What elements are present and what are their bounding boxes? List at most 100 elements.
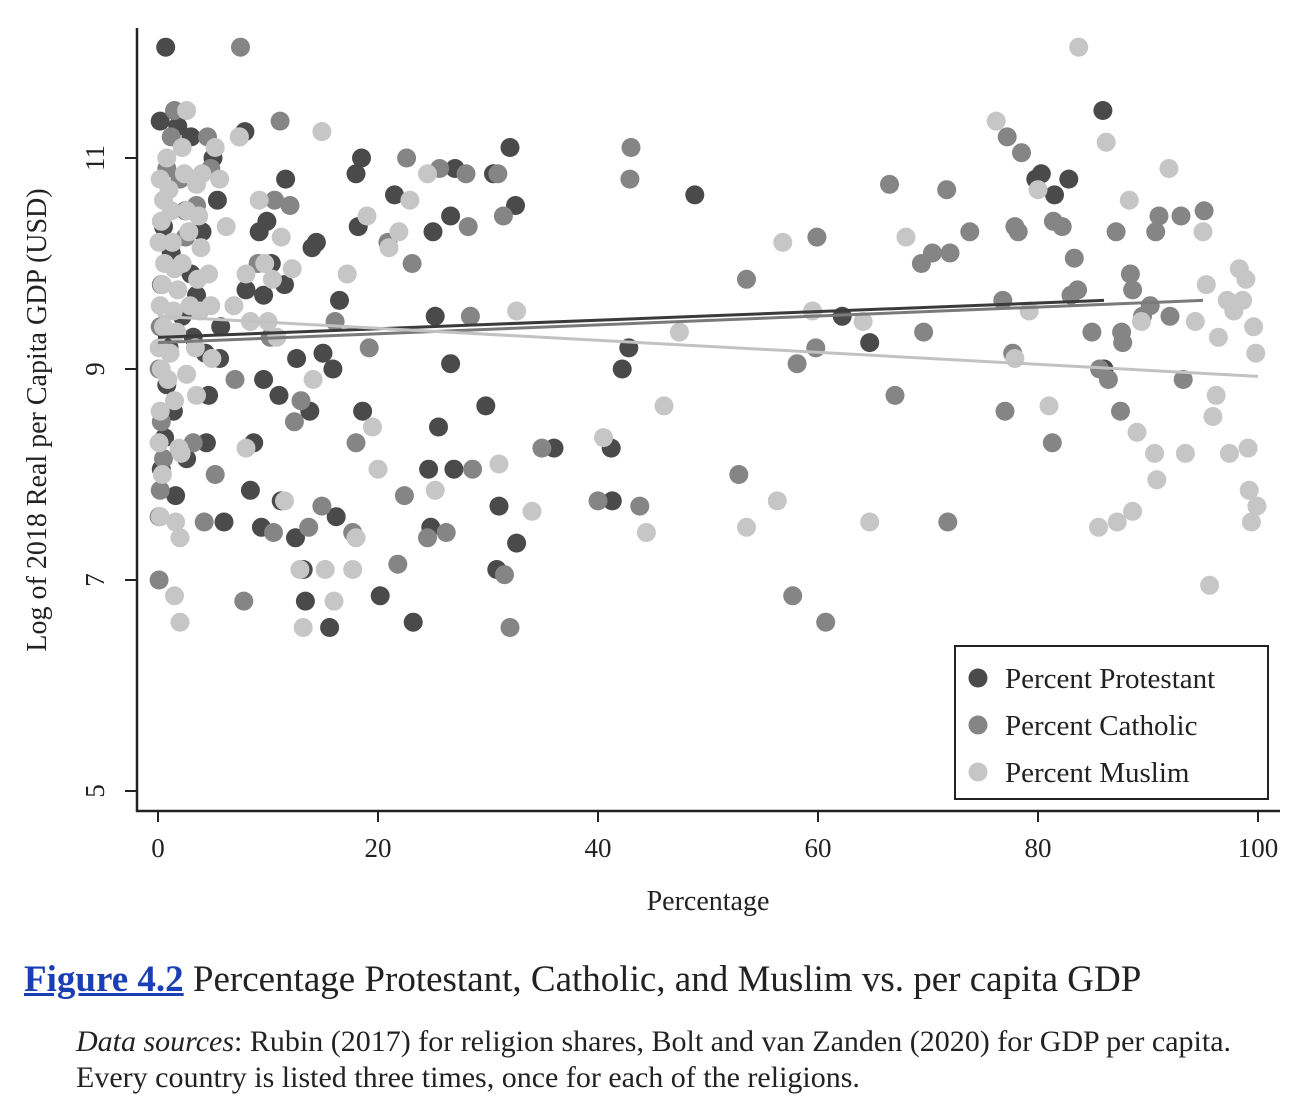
legend-marker-percent-protestant	[968, 668, 988, 688]
data-point-percent-catholic	[1012, 143, 1031, 163]
data-point-percent-muslim	[346, 528, 366, 548]
data-point-percent-protestant	[602, 491, 622, 511]
legend-marker-percent-catholic	[968, 715, 988, 735]
data-point-percent-protestant	[150, 111, 170, 131]
data-point-percent-catholic	[500, 618, 520, 637]
data-point-percent-muslim	[172, 254, 192, 273]
data-point-percent-muslim	[1147, 470, 1167, 490]
data-point-percent-muslim	[654, 396, 674, 416]
data-point-percent-muslim	[149, 232, 169, 252]
data-point-percent-muslim	[177, 101, 197, 120]
data-point-percent-protestant	[685, 185, 705, 205]
data-point-percent-muslim	[150, 507, 170, 527]
data-point-percent-catholic	[280, 196, 300, 215]
y-tick-label: 5	[80, 784, 110, 798]
data-point-percent-protestant	[326, 507, 346, 527]
data-point-percent-catholic	[456, 164, 476, 184]
data-point-percent-muslim	[767, 491, 787, 511]
data-point-percent-catholic	[729, 465, 749, 484]
data-point-percent-protestant	[352, 148, 371, 168]
data-point-percent-muslim	[1145, 443, 1165, 463]
data-point-percent-protestant	[236, 280, 256, 300]
data-point-percent-muslim	[179, 222, 199, 242]
data-point-percent-catholic	[225, 370, 245, 389]
data-point-percent-catholic	[620, 169, 640, 189]
data-point-percent-muslim	[343, 560, 363, 579]
data-point-percent-protestant	[489, 496, 509, 516]
data-point-percent-protestant	[156, 37, 176, 57]
data-point-percent-muslim	[312, 122, 332, 142]
x-axis-title: Percentage	[647, 886, 770, 917]
legend-label: Percent Catholic	[1005, 710, 1197, 742]
data-point-percent-muslim	[1241, 512, 1261, 532]
data-point-percent-catholic	[388, 554, 408, 574]
data-point-percent-muslim	[160, 343, 180, 363]
data-sources-text: : Rubin (2017) for religion shares, Bolt…	[76, 1025, 1232, 1094]
data-point-percent-muslim	[165, 586, 184, 606]
data-point-percent-catholic	[299, 517, 319, 537]
data-point-percent-catholic	[205, 465, 225, 484]
data-point-percent-catholic	[1113, 333, 1133, 353]
data-point-percent-muslim	[1200, 575, 1220, 595]
data-point-percent-muslim	[210, 169, 230, 189]
data-point-percent-muslim	[161, 201, 181, 221]
data-point-percent-catholic	[588, 491, 608, 511]
data-point-percent-muslim	[165, 391, 184, 411]
data-point-percent-protestant	[196, 433, 216, 453]
data-point-percent-muslim	[189, 206, 209, 226]
data-point-percent-catholic	[488, 164, 508, 184]
data-point-percent-muslim	[192, 164, 212, 184]
data-point-percent-muslim	[853, 312, 873, 331]
data-point-percent-catholic	[1008, 222, 1028, 242]
data-point-percent-muslim	[185, 338, 205, 358]
data-point-percent-muslim	[1107, 512, 1127, 532]
data-point-percent-muslim	[636, 523, 656, 542]
data-point-percent-catholic	[194, 512, 214, 532]
data-point-percent-muslim	[158, 370, 178, 389]
data-point-percent-muslim	[773, 232, 793, 252]
data-point-percent-catholic	[1064, 248, 1084, 268]
data-point-percent-protestant	[1093, 101, 1113, 120]
legend: Percent Protestant Percent Catholic Percen…	[954, 645, 1269, 800]
data-point-percent-catholic	[394, 486, 414, 506]
data-point-percent-muslim	[159, 180, 179, 200]
data-point-percent-muslim	[171, 443, 191, 463]
data-point-percent-catholic	[1120, 264, 1140, 284]
data-point-percent-muslim	[315, 560, 335, 579]
data-point-percent-catholic	[397, 148, 417, 168]
data-point-percent-muslim	[1238, 438, 1258, 458]
data-point-percent-protestant	[286, 528, 305, 548]
data-point-percent-catholic	[630, 496, 650, 516]
data-point-percent-catholic	[270, 111, 290, 131]
data-point-percent-muslim	[522, 501, 542, 521]
data-point-percent-muslim	[167, 322, 187, 342]
data-point-percent-catholic	[460, 306, 480, 326]
legend-box	[954, 645, 1269, 800]
data-point-percent-catholic	[885, 385, 905, 405]
data-point-percent-catholic	[312, 496, 332, 516]
data-point-percent-catholic	[154, 449, 173, 469]
data-point-percent-protestant	[441, 354, 461, 374]
y-tick-label: 11	[80, 145, 110, 171]
data-point-percent-protestant	[330, 290, 349, 310]
figure-label-link[interactable]: Figure 4.2	[24, 959, 184, 1000]
data-point-percent-catholic	[1171, 206, 1191, 226]
data-point-percent-muslim	[737, 517, 756, 537]
data-point-percent-protestant	[1045, 185, 1064, 205]
data-point-percent-protestant	[385, 185, 404, 205]
data-point-percent-muslim	[1193, 222, 1213, 242]
data-point-percent-muslim	[669, 322, 689, 342]
data-point-percent-catholic	[1068, 280, 1088, 300]
data-point-percent-muslim	[1175, 443, 1195, 463]
data-point-percent-catholic	[291, 391, 311, 411]
data-point-percent-catholic	[1149, 206, 1169, 226]
data-point-percent-muslim	[1089, 517, 1108, 537]
data-point-percent-muslim	[1196, 275, 1216, 295]
data-point-percent-protestant	[320, 618, 340, 637]
data-point-percent-catholic	[402, 254, 422, 273]
data-point-percent-protestant	[507, 533, 527, 553]
data-point-percent-protestant	[1059, 169, 1079, 189]
data-point-percent-muslim	[1233, 290, 1253, 310]
data-point-percent-muslim	[262, 269, 282, 289]
data-point-percent-catholic	[995, 401, 1015, 421]
